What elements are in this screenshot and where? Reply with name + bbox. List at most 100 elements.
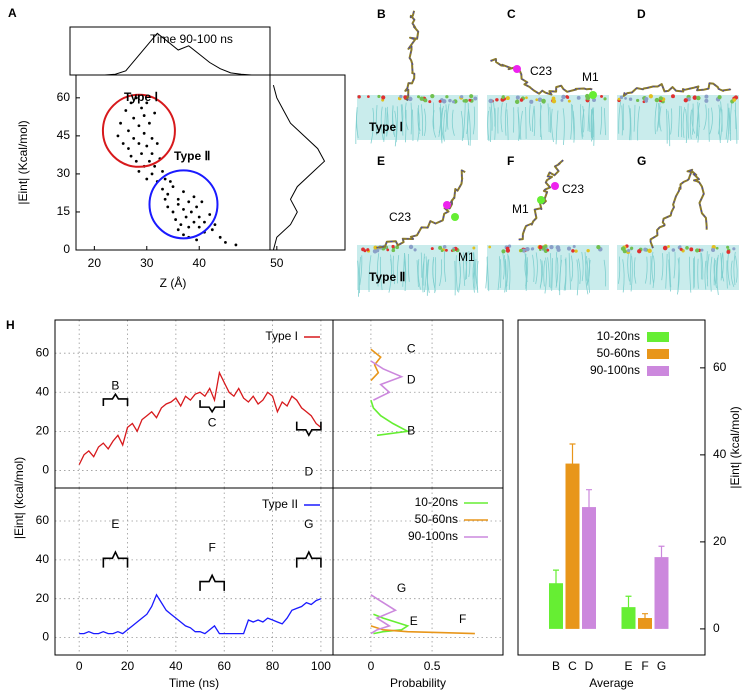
headgroup (544, 244, 548, 248)
headgroup (561, 94, 566, 100)
scatter-point (155, 142, 159, 145)
series-line (78, 370, 322, 465)
lipid-tail (468, 109, 471, 146)
snapshot: E Type Ⅱ C23 M1 (357, 154, 479, 297)
headgroup (515, 95, 520, 100)
scatter-point (174, 218, 178, 221)
lipid-tail (462, 252, 466, 286)
scatter-point (161, 169, 164, 173)
scatter-point (187, 200, 191, 204)
lipid-tail (492, 100, 496, 127)
headgroup (695, 248, 700, 253)
headgroup (628, 97, 633, 101)
legend-swatch (647, 332, 669, 342)
x-tick-label: 60 (218, 659, 232, 673)
lipid-tail (529, 104, 532, 132)
scatter-point (127, 129, 130, 133)
lipid-tail (421, 104, 423, 136)
headgroup (357, 95, 361, 99)
headgroup (445, 95, 449, 99)
headgroup (542, 100, 546, 104)
lipid-tail (400, 104, 404, 136)
lipid-tail (383, 107, 386, 142)
lipid-tail (472, 106, 475, 135)
lipid-tail (673, 251, 676, 279)
lipid-tail (525, 257, 529, 287)
lipid-tail (424, 256, 427, 293)
annotation: F (208, 540, 215, 554)
lipid-tail (665, 253, 668, 289)
lipid-tail (691, 107, 696, 134)
x-tick-label: 30 (140, 256, 154, 270)
y-tick-label: 20 (36, 591, 50, 605)
headgroup (565, 95, 569, 99)
series-line (79, 593, 322, 635)
scatter-point (163, 197, 167, 201)
headgroup (662, 245, 668, 251)
scatter-point (142, 131, 146, 135)
scatter-point (153, 111, 157, 115)
lipid-tail (697, 101, 700, 128)
lipid-tail (416, 260, 419, 287)
headgroup (696, 95, 701, 101)
lipid-tail (688, 256, 692, 293)
panel-label: G (637, 154, 646, 168)
lipid-tail (359, 256, 361, 294)
headgroup (617, 97, 621, 101)
headgroup (571, 249, 575, 253)
brace (295, 550, 322, 568)
lipid-tail (520, 110, 523, 140)
lipid-tail (715, 257, 718, 285)
headgroup (600, 94, 604, 98)
residue-marker (451, 213, 459, 221)
headgroup (704, 94, 709, 99)
y-tick-label: 0 (42, 463, 49, 477)
panel-label: D (637, 7, 646, 21)
lipid-tail (582, 105, 585, 133)
x-tick-label: E (624, 659, 632, 673)
y-tick-label: 40 (36, 384, 50, 398)
scatter-point (150, 137, 154, 140)
scatter-point (195, 238, 198, 242)
x-tick-label: F (641, 659, 648, 673)
lipid-tail (599, 106, 603, 135)
lipid-tail (359, 255, 363, 286)
scatter-point (132, 116, 136, 120)
lipid-tail (551, 258, 553, 291)
headgroup (538, 245, 543, 250)
headgroup (442, 245, 447, 249)
lipid-tail (426, 259, 430, 293)
y-tick-label: 30 (57, 166, 71, 180)
lipid-tail (697, 258, 699, 289)
lipid-tail (404, 253, 407, 284)
scatter-point (137, 169, 141, 173)
legend-swatch (647, 349, 669, 359)
scatter-point (189, 210, 193, 214)
headgroup (438, 99, 442, 103)
scatter-point (192, 195, 196, 199)
scatter-point (137, 124, 141, 128)
scatter-point (166, 192, 170, 196)
lipid-tail (489, 106, 492, 143)
lipid-tail (543, 260, 545, 287)
x-tick-label: D (585, 659, 594, 673)
error-bar (586, 489, 592, 526)
lipid-tail (500, 102, 503, 133)
y-tick-label: 0 (713, 621, 720, 635)
headgroup (683, 98, 688, 103)
peptide-sidechains (518, 159, 564, 240)
peptide-sidechains (404, 10, 419, 101)
lipid-tail (432, 110, 437, 138)
annotation: D (304, 465, 313, 479)
x-tick-label: 40 (193, 256, 207, 270)
panel-label: E (377, 154, 385, 168)
headgroup (430, 93, 435, 99)
headgroup (495, 98, 499, 102)
scatter-point (129, 101, 133, 105)
lipid-tail (379, 256, 383, 291)
lipid-tail (668, 251, 672, 288)
lipid-tail (618, 101, 622, 134)
headgroup (419, 96, 424, 101)
headgroup (366, 248, 370, 252)
